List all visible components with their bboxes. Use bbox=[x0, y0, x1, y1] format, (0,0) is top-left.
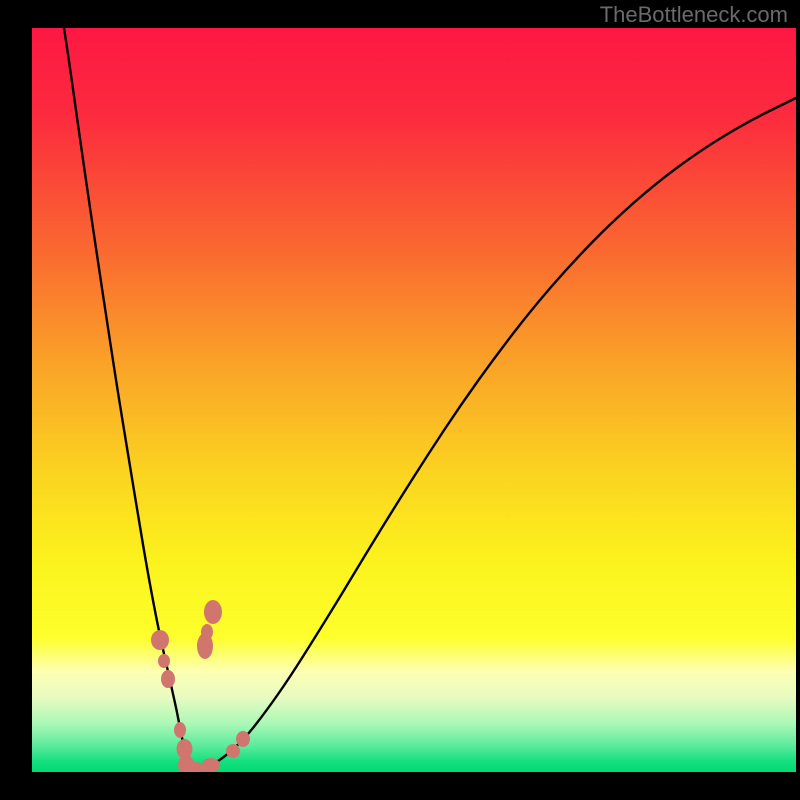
data-point bbox=[161, 670, 175, 688]
data-point bbox=[204, 600, 222, 624]
chart-container: TheBottleneck.com bbox=[0, 0, 800, 800]
bottleneck-chart bbox=[0, 0, 800, 800]
data-point bbox=[202, 758, 220, 772]
plot-background bbox=[32, 28, 796, 772]
data-point bbox=[151, 630, 169, 650]
data-point bbox=[226, 744, 240, 758]
data-point bbox=[201, 624, 213, 640]
data-point bbox=[174, 722, 186, 738]
watermark-text: TheBottleneck.com bbox=[600, 2, 788, 28]
data-point bbox=[236, 731, 250, 747]
data-point bbox=[158, 654, 170, 668]
